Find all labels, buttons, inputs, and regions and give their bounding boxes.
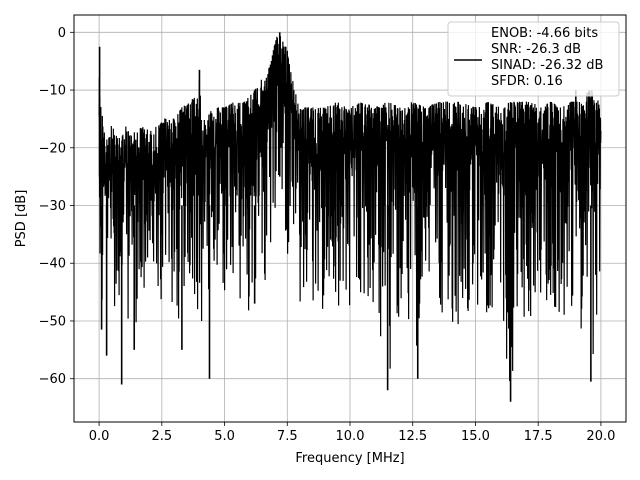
legend-sinad-text: SINAD: -26.32 dB bbox=[491, 58, 603, 73]
legend-box bbox=[447, 21, 620, 97]
legend-sfdr-text: SFDR: 0.16 bbox=[491, 74, 563, 89]
y-axis-label: PSD [dB] bbox=[14, 190, 29, 248]
y-tick-label-5: −50 bbox=[39, 314, 66, 329]
x-tick-label-5: 12.5 bbox=[398, 429, 427, 444]
x-tick-label-0: 0.0 bbox=[89, 429, 110, 444]
y-tick-label-1: −10 bbox=[39, 84, 66, 99]
x-axis-label: Frequency [MHz] bbox=[295, 451, 404, 466]
y-tick-label-2: −20 bbox=[39, 141, 66, 156]
legend-snr-text: SNR: -26.3 dB bbox=[491, 42, 581, 57]
x-tick-label-7: 17.5 bbox=[524, 429, 553, 444]
x-tick-label-1: 2.5 bbox=[151, 429, 172, 444]
y-tick-label-0: 0 bbox=[58, 26, 66, 41]
x-tick-label-8: 20.0 bbox=[586, 429, 615, 444]
y-tick-label-4: −40 bbox=[39, 257, 66, 272]
x-tick-label-2: 5.0 bbox=[214, 429, 235, 444]
x-tick-label-4: 10.0 bbox=[336, 429, 365, 444]
psd-series-line bbox=[98, 36, 602, 382]
legend: ENOB: -4.66 bits SNR: -26.3 dB SINAD: -2… bbox=[447, 21, 620, 97]
legend-enob-text: ENOB: -4.66 bits bbox=[491, 26, 598, 41]
x-axis-ticks: 0.0 2.5 5.0 7.5 10.0 12.5 15.0 17.5 20.0 bbox=[89, 422, 615, 444]
x-tick-label-6: 15.0 bbox=[461, 429, 490, 444]
y-tick-label-3: −30 bbox=[39, 199, 66, 214]
y-tick-label-6: −60 bbox=[39, 372, 66, 387]
y-axis-ticks: 0 −10 −20 −30 −40 −50 −60 bbox=[39, 26, 74, 387]
plot-area bbox=[98, 32, 602, 402]
x-tick-label-3: 7.5 bbox=[277, 429, 298, 444]
